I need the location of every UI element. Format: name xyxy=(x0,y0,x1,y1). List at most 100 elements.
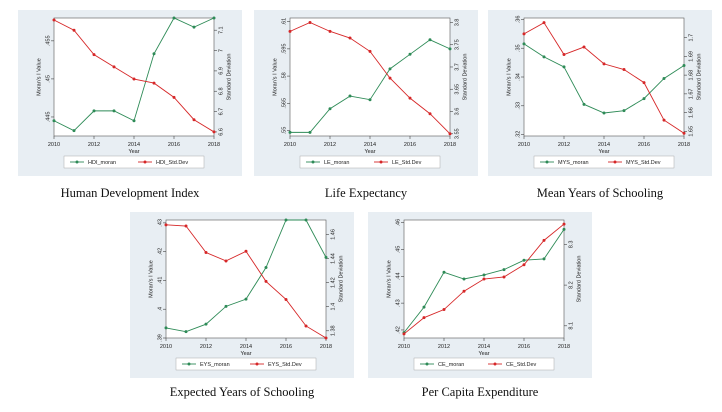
legend-box xyxy=(413,357,555,371)
y-left-tick-label: .46 xyxy=(395,219,401,227)
data-point-LE_moran xyxy=(388,67,392,71)
legend-swatch-marker xyxy=(75,160,79,164)
data-point-MYS_moran xyxy=(682,63,686,67)
y-right-tick-label: 7.1 xyxy=(218,26,224,34)
x-tick-label: 2016 xyxy=(168,142,180,148)
data-point-LE_moran xyxy=(288,130,292,134)
x-tick-label: 2010 xyxy=(398,344,410,350)
y-right-tick-label: 3.8 xyxy=(454,19,460,27)
legend-box xyxy=(299,155,441,169)
legend-label: LE_Std.Dev xyxy=(392,160,422,166)
x-tick-label: 2010 xyxy=(160,344,172,350)
data-point-LE_moran xyxy=(448,47,452,51)
y-right-tick-label: 1.4 xyxy=(330,303,336,311)
y-right-tick-label: 1.66 xyxy=(688,107,694,118)
y-right-axis-label: Standard Deviation xyxy=(462,54,468,101)
data-point-CE_moran xyxy=(522,258,526,262)
data-point-MYS_Std.Dev xyxy=(662,118,666,122)
legend-box xyxy=(533,155,675,169)
data-point-EYS_Std.Dev xyxy=(324,336,328,340)
x-tick-label: 2010 xyxy=(518,142,530,148)
x-tick-label: 2012 xyxy=(558,142,570,148)
data-point-MYS_Std.Dev xyxy=(522,32,526,36)
data-point-MYS_moran xyxy=(662,76,666,80)
data-point-HDI_moran xyxy=(72,129,76,133)
data-point-MYS_moran xyxy=(602,111,606,115)
y-left-tick-label: .36 xyxy=(515,16,521,24)
data-point-EYS_moran xyxy=(244,297,248,301)
legend-box xyxy=(63,155,205,169)
data-point-MYS_moran xyxy=(522,42,526,46)
plot-area xyxy=(289,17,451,137)
legend-swatch-marker xyxy=(493,362,497,366)
data-point-MYS_Std.Dev xyxy=(622,68,626,72)
y-right-axis-label: Standard Deviation xyxy=(338,256,344,303)
legend-label: MYS_moran xyxy=(558,160,589,166)
data-point-HDI_Std.Dev xyxy=(52,18,56,22)
data-point-EYS_moran xyxy=(204,322,208,326)
data-point-EYS_Std.Dev xyxy=(164,223,168,227)
legend-swatch-marker xyxy=(187,362,191,366)
chart-svg: 2010 2012 2014 2016 2018 Year .32 .33 .34 .35 .36 M… xyxy=(488,10,712,176)
data-point-EYS_Std.Dev xyxy=(244,249,248,253)
data-point-CE_moran xyxy=(502,268,506,272)
data-point-LE_moran xyxy=(408,52,412,56)
y-left-tick-label: .445 xyxy=(45,112,51,123)
data-point-HDI_moran xyxy=(52,119,56,123)
data-point-HDI_moran xyxy=(212,16,216,20)
data-point-MYS_Std.Dev xyxy=(682,131,686,135)
y-left-tick-label: .61 xyxy=(281,18,287,26)
y-left-tick-label: .43 xyxy=(157,219,163,227)
data-point-EYS_moran xyxy=(284,218,288,222)
x-tick-label: 2016 xyxy=(518,344,530,350)
x-tick-label: 2012 xyxy=(88,142,100,148)
x-tick-label: 2018 xyxy=(678,142,690,148)
data-point-CE_moran xyxy=(442,270,446,274)
legend-swatch-marker xyxy=(425,362,429,366)
x-tick-label: 2012 xyxy=(200,344,212,350)
data-point-LE_Std.Dev xyxy=(348,36,352,40)
data-point-HDI_Std.Dev xyxy=(132,77,136,81)
x-tick-label: 2016 xyxy=(404,142,416,148)
plot-area xyxy=(165,219,327,339)
data-point-MYS_moran xyxy=(542,55,546,59)
data-point-MYS_Std.Dev xyxy=(562,53,566,57)
x-tick-label: 2018 xyxy=(444,142,456,148)
data-point-CE_Std.Dev xyxy=(442,308,446,312)
data-point-EYS_moran xyxy=(264,265,268,269)
data-point-EYS_Std.Dev xyxy=(184,224,188,228)
y-left-tick-label: .39 xyxy=(157,334,163,342)
data-point-CE_Std.Dev xyxy=(422,316,426,320)
data-point-CE_Std.Dev xyxy=(402,332,406,336)
y-left-tick-label: .41 xyxy=(157,277,163,285)
y-right-axis-label: Standard Deviation xyxy=(226,54,232,101)
legend-label: CE_moran xyxy=(438,362,464,368)
data-point-EYS_Std.Dev xyxy=(264,279,268,283)
chart-panel-le: 2010 2012 2014 2016 2018 Year .55 .565 .58 .595 .6… xyxy=(254,10,478,176)
data-point-CE_Std.Dev xyxy=(482,277,486,281)
data-point-LE_moran xyxy=(328,107,332,111)
data-point-MYS_moran xyxy=(582,102,586,106)
y-right-tick-label: 1.65 xyxy=(688,126,694,137)
data-point-EYS_moran xyxy=(324,255,328,259)
legend-swatch-marker xyxy=(311,160,315,164)
x-tick-label: 2018 xyxy=(208,142,220,148)
y-left-tick-label: .32 xyxy=(515,131,521,139)
y-left-tick-label: .55 xyxy=(281,127,287,135)
data-point-LE_moran xyxy=(368,98,372,102)
data-point-HDI_Std.Dev xyxy=(72,28,76,32)
data-point-CE_Std.Dev xyxy=(462,289,466,293)
data-point-EYS_Std.Dev xyxy=(204,251,208,255)
y-right-tick-label: 1.67 xyxy=(688,88,694,99)
y-left-tick-label: .35 xyxy=(515,44,521,52)
y-left-tick-label: .565 xyxy=(281,98,287,109)
data-point-LE_moran xyxy=(428,38,432,42)
data-point-EYS_moran xyxy=(224,304,228,308)
data-point-HDI_moran xyxy=(112,109,116,113)
y-right-tick-label: 6.7 xyxy=(218,108,224,116)
data-point-CE_Std.Dev xyxy=(522,263,526,267)
data-point-CE_moran xyxy=(542,257,546,261)
caption-mys: Mean Years of Schooling xyxy=(536,186,664,200)
x-tick-label: 2016 xyxy=(638,142,650,148)
x-tick-label: 2012 xyxy=(438,344,450,350)
